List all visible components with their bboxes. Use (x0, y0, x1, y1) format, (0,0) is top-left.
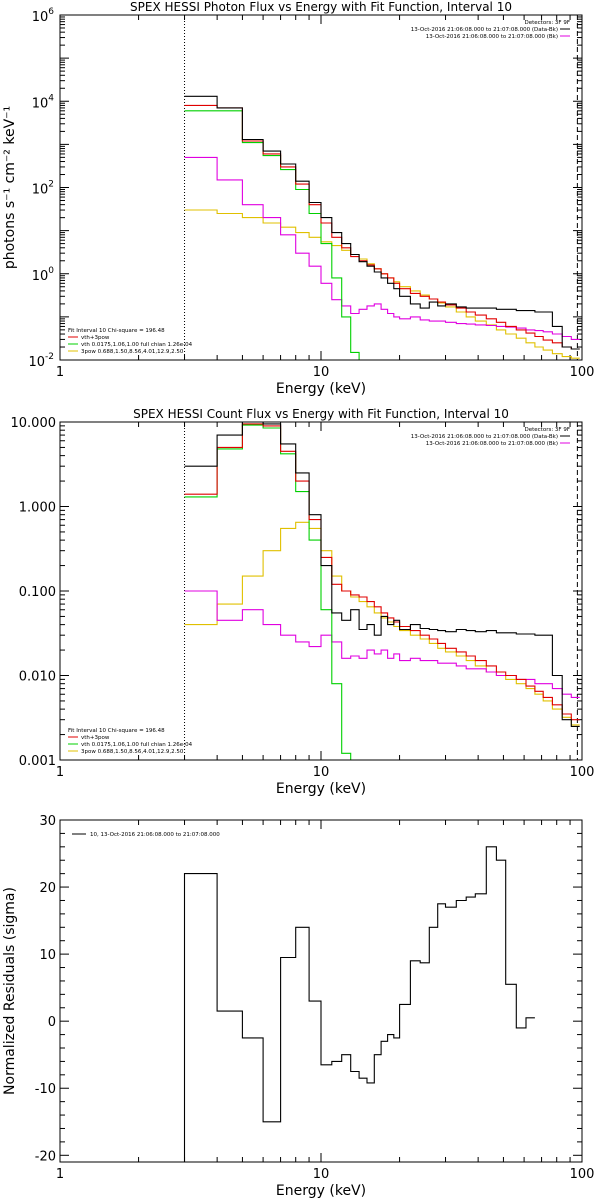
panel-0-y-tick-label: 104 (32, 93, 55, 111)
panel-2-series-residuals (183, 846, 535, 1162)
panel-0-y-tick-exp: 2 (48, 180, 54, 190)
panel-2-series-group (183, 846, 535, 1162)
panel-2-y-axis-label: Normalized Residuals (sigma) (2, 887, 18, 1095)
panel-1-title: SPEX HESSI Count Flux vs Energy with Fit… (133, 407, 509, 421)
panel-0-x-tick-label: 100 (570, 365, 595, 380)
panel-1-y-tick-label: 0.001 (19, 754, 56, 769)
panel-1-y-tick-label: 0.100 (19, 585, 56, 600)
panel-2-legend-entry: 10, 13-Oct-2016 21:06:08.000 to 21:07:08… (90, 832, 220, 838)
panel-2-x-tick-label: 1 (56, 1167, 64, 1182)
panel-0-y-tick-base: 10 (32, 96, 49, 111)
panel-2-y-tick-label: 0 (48, 1015, 56, 1030)
panel-1-series-data-bk (184, 422, 580, 727)
panel-2-y-tick-label: 10 (39, 948, 56, 963)
panel-1-legend-header: Detectors: 3F 9F (524, 427, 570, 433)
panel-0-y-tick-exp: 4 (48, 93, 54, 103)
panel-0-series-bk (184, 156, 580, 340)
panel-0-series-group (184, 95, 580, 360)
panel-0-y-tick-exp: -2 (45, 352, 54, 362)
panel-1-fit-legend-entry: 3pow 0.688,1.50,8.56,4.01,12.9,2.50 (81, 749, 184, 755)
panel-1-y-tick-label: 0.010 (19, 670, 56, 685)
panel-1-legend-entry: 13-Oct-2016 21:06:08.000 to 21:07:08.000… (411, 434, 558, 440)
count-flux-panel: SPEX HESSI Count Flux vs Energy with Fit… (11, 407, 595, 797)
panel-1-x-tick-label: 10 (313, 765, 330, 780)
panel-0-y-tick-exp: 0 (48, 266, 54, 276)
panel-1-fit-legend-header: Fit Interval 10 Chi-square = 196.48 (68, 728, 165, 734)
panel-0-series-3pow (184, 209, 580, 359)
panel-0-y-axis-label: photons s⁻¹ cm⁻² keV⁻¹ (2, 106, 18, 269)
panel-0-fit-legend-entry: vth 0.0175,1.06,1.00 full chian 1.26e-04 (81, 342, 193, 348)
panel-0-x-tick-label: 1 (56, 365, 64, 380)
panel-0-y-tick-base: 10 (32, 269, 49, 284)
panel-0-fit-legend-entry: vth+3pow (81, 335, 110, 341)
panel-0-title: SPEX HESSI Photon Flux vs Energy with Fi… (130, 0, 512, 14)
panel-1-series-vth-3pow (184, 423, 580, 721)
panel-0-x-axis-label: Energy (keV) (276, 381, 366, 397)
panel-1-y-tick-label: 1.000 (19, 501, 56, 516)
panel-0-y-tick-base: 10 (32, 10, 49, 25)
photon-flux-panel: SPEX HESSI Photon Flux vs Energy with Fi… (2, 0, 595, 397)
panel-2-x-tick-label: 100 (570, 1167, 595, 1182)
panel-0-y-tick-exp: 6 (48, 7, 54, 17)
panel-1-x-tick-label: 1 (56, 765, 64, 780)
panel-0-series-vth-3pow (184, 104, 580, 350)
panel-0-fit-legend-entry: 3pow 0.688,1.50,8.56,4.01,12.9,2.50 (81, 349, 184, 355)
panel-0-legend-entry: 13-Oct-2016 21:06:08.000 to 21:07:08.000… (426, 34, 558, 40)
panel-2-y-tick-label: -20 (35, 1149, 56, 1164)
panel-2-y-tick-label: 20 (39, 881, 56, 896)
panel-2-frame (59, 819, 583, 1163)
panel-0-y-tick-label: 102 (32, 180, 54, 198)
panel-1-frame (59, 421, 583, 761)
panel-1-x-axis-label: Energy (keV) (276, 781, 366, 797)
panel-0-y-tick-label: 106 (32, 7, 55, 25)
panel-1-y-tick-label: 10.000 (11, 416, 57, 431)
panel-1-series-group (184, 422, 580, 760)
panel-1-fit-legend-entry: vth 0.0175,1.06,1.00 full chian 1.26e-04 (81, 742, 193, 748)
panel-2-x-tick-label: 10 (313, 1167, 330, 1182)
panel-1-series-bk (184, 590, 580, 698)
panel-0-frame (59, 14, 583, 361)
panel-2-y-tick-label: 30 (39, 814, 56, 829)
panel-0-legend-header: Detectors: 3F 9F (524, 20, 570, 26)
panel-0-y-tick-label: 100 (32, 266, 55, 284)
residuals-panel: 1 10 100 Energy (keV) -20 -10 0 10 20 30 Normalize… (2, 814, 595, 1199)
panel-0-y-tick-base: 10 (28, 355, 45, 370)
panel-0-y-tick-base: 10 (32, 183, 49, 198)
panel-2-y-tick-label: -10 (35, 1082, 56, 1097)
panel-1-series-3pow (184, 521, 580, 726)
panel-0-series-vth (184, 110, 360, 360)
panel-2-x-axis-label: Energy (keV) (276, 1183, 366, 1199)
panel-0-legend-entry: 13-Oct-2016 21:06:08.000 to 21:07:08.000… (411, 27, 558, 33)
panel-1-fit-legend-entry: vth+3pow (81, 735, 110, 741)
panel-0-y-tick-label: 10-2 (28, 352, 54, 370)
panel-0-series-data-bk (184, 95, 580, 350)
panel-0-x-tick-label: 10 (313, 365, 330, 380)
panel-1-x-tick-label: 100 (570, 765, 595, 780)
panel-1-legend-entry: 13-Oct-2016 21:06:08.000 to 21:07:08.000… (426, 441, 558, 447)
panel-0-fit-legend-header: Fit Interval 10 Chi-square = 196.48 (68, 328, 165, 334)
